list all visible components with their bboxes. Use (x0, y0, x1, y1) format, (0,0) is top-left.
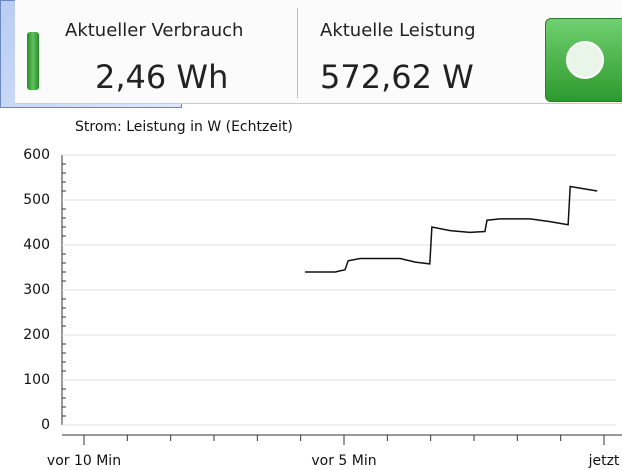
data-line (305, 185, 598, 273)
y-tick-label: 500 (23, 192, 50, 208)
consumption-label: Aktueller Verbrauch (65, 20, 244, 41)
battery-icon (27, 32, 39, 90)
divider (297, 8, 298, 98)
y-tick-label: 300 (23, 282, 50, 298)
y-tick-label: 200 (23, 327, 50, 343)
y-tick-label: 0 (41, 417, 50, 433)
plug-icon (566, 41, 604, 79)
x-tick-label: vor 10 Min (47, 453, 121, 469)
header: Aktueller Verbrauch 2,46 Wh Aktuelle Lei… (15, 0, 622, 104)
plug-button[interactable] (545, 18, 622, 102)
x-tick-label: jetzt (588, 453, 620, 469)
power-value: 572,62 W (320, 58, 474, 96)
x-tick-label: vor 5 Min (311, 453, 376, 469)
y-tick-label: 400 (23, 237, 50, 253)
power-label: Aktuelle Leistung (320, 20, 476, 41)
y-tick-label: 100 (23, 372, 50, 388)
y-tick-label: 600 (23, 147, 50, 163)
chart-title: Strom: Leistung in W (Echtzeit) (75, 119, 293, 135)
consumption-value: 2,46 Wh (95, 58, 229, 96)
